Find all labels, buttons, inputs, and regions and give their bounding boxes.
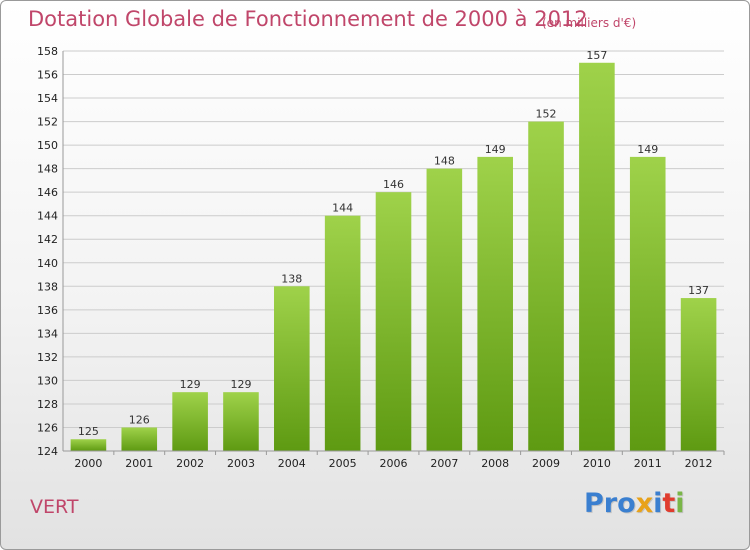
y-tick-label: 144 [37, 210, 58, 223]
labels: 124 126 128 130 132 134 136 138 140 142 144 146 148 1… [37, 45, 713, 470]
bar-value-label: 126 [129, 413, 150, 426]
bars [70, 62, 717, 452]
bar [579, 62, 615, 451]
bar-value-label: 144 [332, 202, 353, 215]
y-tick-label: 146 [37, 186, 58, 199]
bar-value-label: 152 [536, 108, 557, 121]
bar-value-label: 129 [180, 378, 201, 391]
x-tick-label: 2005 [329, 457, 357, 470]
y-tick-label: 128 [37, 398, 58, 411]
logo-letter: x [635, 488, 654, 519]
bar [629, 156, 666, 451]
x-tick-label: 2007 [430, 457, 458, 470]
y-tick-label: 156 [37, 69, 58, 82]
bar [477, 156, 513, 451]
y-tick-label: 150 [37, 139, 58, 152]
proxiti-logo: Proxiti [584, 488, 685, 519]
y-tick-label: 140 [37, 257, 58, 270]
bar [375, 192, 412, 452]
y-tick-label: 158 [37, 45, 58, 58]
bar [274, 286, 310, 451]
bar-value-label: 125 [78, 425, 99, 438]
bar [680, 298, 717, 451]
y-tick-label: 148 [37, 163, 58, 176]
axes [62, 51, 725, 455]
x-tick-label: 2012 [685, 457, 713, 470]
y-tick-label: 152 [37, 116, 58, 129]
bar-value-label: 137 [688, 284, 709, 297]
x-tick-label: 2008 [481, 457, 509, 470]
y-tick-label: 132 [37, 351, 58, 364]
y-tick-label: 126 [37, 421, 58, 434]
bar [121, 427, 158, 451]
bar-value-label: 157 [586, 49, 607, 62]
commune-name: VERT [30, 496, 79, 518]
bar [70, 439, 107, 451]
x-tick-label: 2009 [532, 457, 560, 470]
bar [426, 168, 463, 451]
y-tick-label: 134 [37, 327, 58, 340]
x-tick-label: 2011 [634, 457, 662, 470]
logo-letter: i [653, 488, 663, 519]
logo-letter: t [662, 488, 676, 519]
bar [324, 215, 361, 451]
bar [172, 392, 208, 451]
logo-letter: o [617, 488, 636, 519]
x-tick-label: 2002 [176, 457, 204, 470]
chart-unit-note: (en milliers d'€) [542, 16, 637, 30]
y-tick-label: 154 [37, 92, 58, 105]
x-tick-label: 2010 [583, 457, 611, 470]
bar-value-label: 149 [485, 143, 506, 156]
x-tick-label: 2003 [227, 457, 255, 470]
bar-value-label: 148 [434, 155, 455, 168]
bar-value-label: 146 [383, 178, 404, 191]
bar [223, 392, 259, 451]
x-tick-label: 2004 [278, 457, 306, 470]
logo-letter: P [584, 488, 604, 519]
y-tick-label: 130 [37, 374, 58, 387]
logo-letter: i [675, 488, 685, 519]
y-tick-label: 138 [37, 280, 58, 293]
bar-value-label: 138 [281, 272, 302, 285]
y-tick-label: 136 [37, 304, 58, 317]
logo-letter: r [603, 488, 618, 519]
y-tick-label: 142 [37, 233, 58, 246]
y-tick-label: 124 [37, 445, 58, 458]
bar [528, 121, 564, 452]
bar-value-label: 129 [230, 378, 251, 391]
chart-title: Dotation Globale de Fonctionnement de 20… [28, 7, 588, 31]
x-tick-label: 2006 [380, 457, 408, 470]
x-tick-label: 2000 [74, 457, 102, 470]
bar-value-label: 149 [637, 143, 658, 156]
x-tick-label: 2001 [125, 457, 153, 470]
